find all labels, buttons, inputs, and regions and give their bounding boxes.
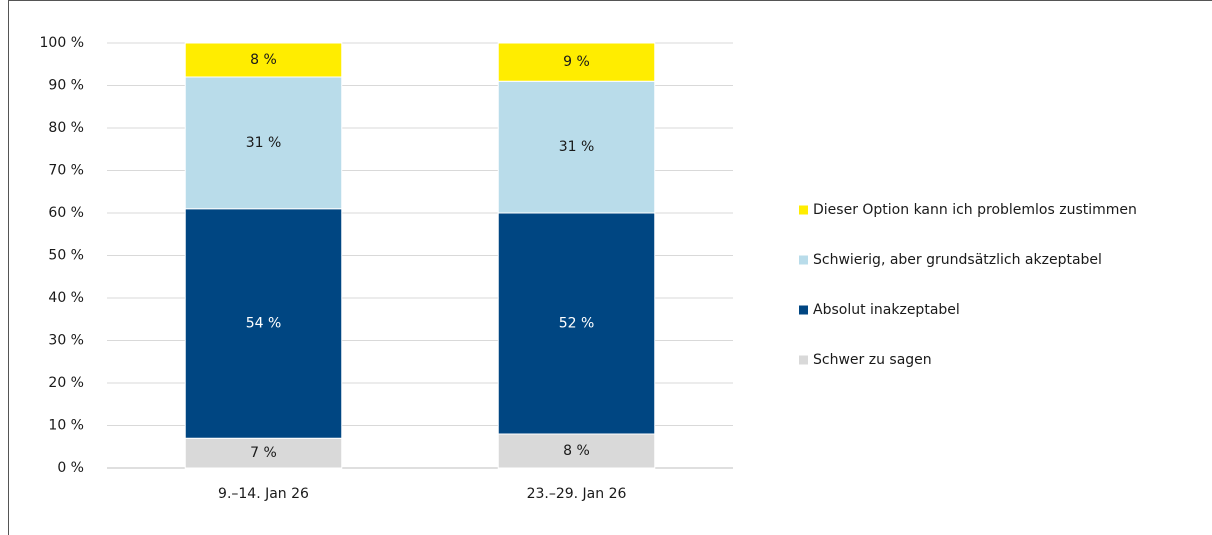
y-tick-label: 10 % <box>48 418 84 434</box>
y-tick-label: 40 % <box>48 290 84 306</box>
value-label: 52 % <box>559 316 595 332</box>
y-tick-label: 60 % <box>48 205 84 221</box>
x-tick-label: 9.–14. Jan 26 <box>218 486 309 502</box>
frame <box>8 0 1212 535</box>
legend-swatch <box>799 355 808 365</box>
legend-label: Schwer zu sagen <box>813 352 932 368</box>
legend-swatch <box>799 205 808 215</box>
y-tick-label: 20 % <box>48 375 84 391</box>
y-tick-label: 50 % <box>48 248 84 264</box>
y-tick-label: 30 % <box>48 333 84 349</box>
legend-label: Absolut inakzeptabel <box>813 302 960 318</box>
bar-segment <box>497 212 656 435</box>
bar-segment <box>497 42 656 82</box>
bar-segment <box>184 42 343 78</box>
y-tick-label: 80 % <box>48 120 84 136</box>
y-tick-label: 100 % <box>40 35 84 51</box>
value-label: 7 % <box>250 445 277 461</box>
y-tick-label: 90 % <box>48 78 84 94</box>
x-tick-label: 23.–29. Jan 26 <box>527 486 627 502</box>
bar-segment <box>184 76 343 210</box>
legend-swatch <box>799 255 808 265</box>
value-label: 31 % <box>246 135 282 151</box>
legend-label: Schwierig, aber grundsätzlich akzeptabel <box>813 252 1102 268</box>
value-label: 8 % <box>250 52 277 68</box>
value-label: 31 % <box>559 139 595 155</box>
legend-swatch <box>799 305 808 315</box>
value-label: 8 % <box>563 443 590 459</box>
bar-segment <box>184 208 343 439</box>
y-tick-label: 70 % <box>48 163 84 179</box>
y-tick-label: 0 % <box>57 460 84 476</box>
bar-segment <box>497 433 656 469</box>
bar-segment <box>497 80 656 214</box>
value-label: 9 % <box>563 54 590 70</box>
value-label: 54 % <box>246 316 282 332</box>
legend-label: Dieser Option kann ich problemlos zustim… <box>813 202 1137 218</box>
